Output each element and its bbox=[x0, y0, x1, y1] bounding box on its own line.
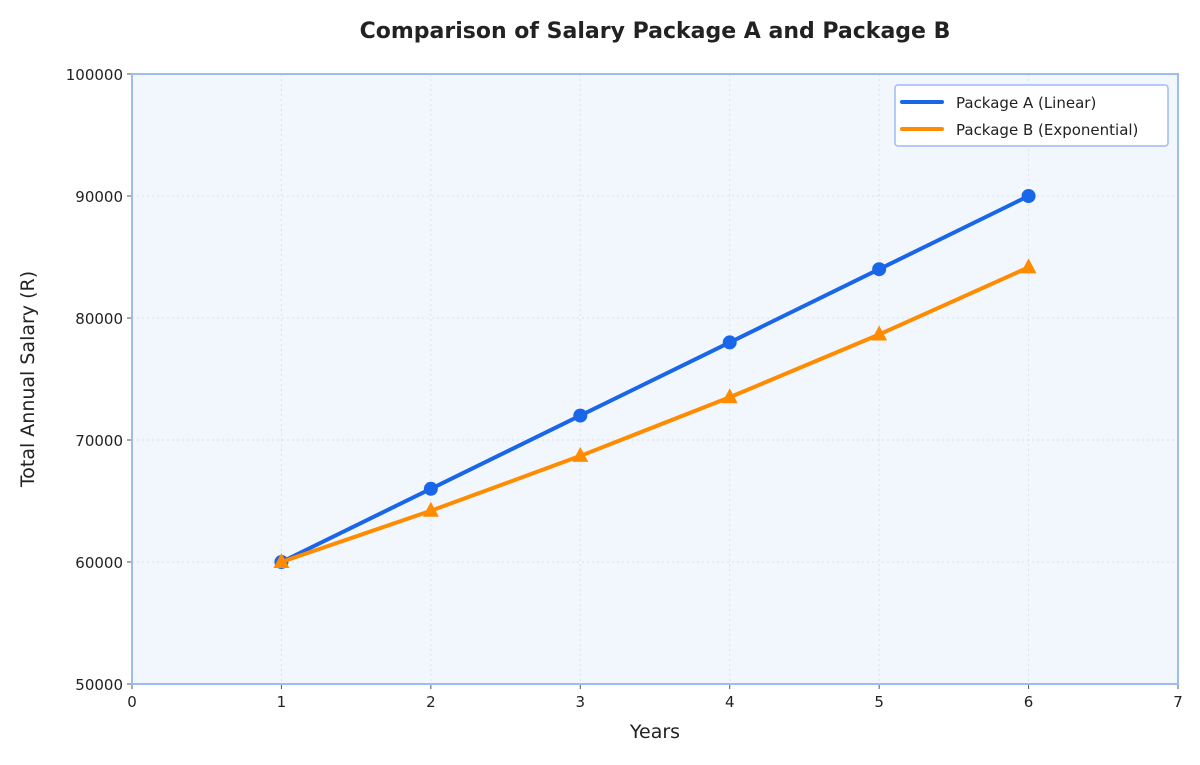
y-tick-label: 100000 bbox=[66, 66, 123, 84]
series-line-1 bbox=[280, 194, 1030, 564]
x-tick-label: 6 bbox=[1024, 693, 1034, 711]
plot-frame bbox=[131, 73, 1179, 685]
data-point bbox=[422, 501, 439, 517]
x-tick-label: 3 bbox=[576, 693, 586, 711]
x-tick-label: 4 bbox=[725, 693, 735, 711]
axes: 0 1 2 3 4 5 6 7 50000 60000 70000 80000 90000 100000 bbox=[66, 66, 1183, 711]
x-tick-label: 7 bbox=[1173, 693, 1183, 711]
legend-label: Package B (Exponential) bbox=[956, 121, 1138, 139]
data-point bbox=[423, 481, 438, 496]
data-point bbox=[573, 408, 588, 423]
x-axis-label: Years bbox=[629, 721, 680, 743]
data-point bbox=[1021, 189, 1036, 203]
data-point bbox=[1020, 258, 1037, 274]
legend: Package A (Linear) Package B (Exponential… bbox=[894, 84, 1169, 147]
x-tick-label: 0 bbox=[127, 693, 137, 711]
y-tick-label: 60000 bbox=[75, 554, 123, 572]
data-point bbox=[273, 553, 290, 568]
y-tick-label: 90000 bbox=[75, 188, 123, 206]
x-tick-label: 5 bbox=[874, 693, 884, 711]
series-group bbox=[273, 189, 1037, 569]
data-point bbox=[572, 446, 589, 462]
series-line-2 bbox=[280, 265, 1030, 564]
y-tick-label: 50000 bbox=[75, 676, 123, 694]
legend-box bbox=[894, 84, 1169, 147]
data-point bbox=[872, 262, 887, 277]
data-point bbox=[722, 335, 737, 350]
y-tick-label: 80000 bbox=[75, 310, 123, 328]
data-point bbox=[871, 325, 888, 341]
chart-title: Comparison of Salary Package A and Packa… bbox=[360, 19, 951, 44]
x-tick-label: 1 bbox=[277, 693, 287, 711]
x-tick-label: 2 bbox=[426, 693, 436, 711]
data-point bbox=[721, 388, 738, 404]
y-tick-label: 70000 bbox=[75, 432, 123, 450]
legend-label: Package A (Linear) bbox=[956, 94, 1096, 112]
y-axis-label: Total Annual Salary (R) bbox=[17, 271, 39, 488]
